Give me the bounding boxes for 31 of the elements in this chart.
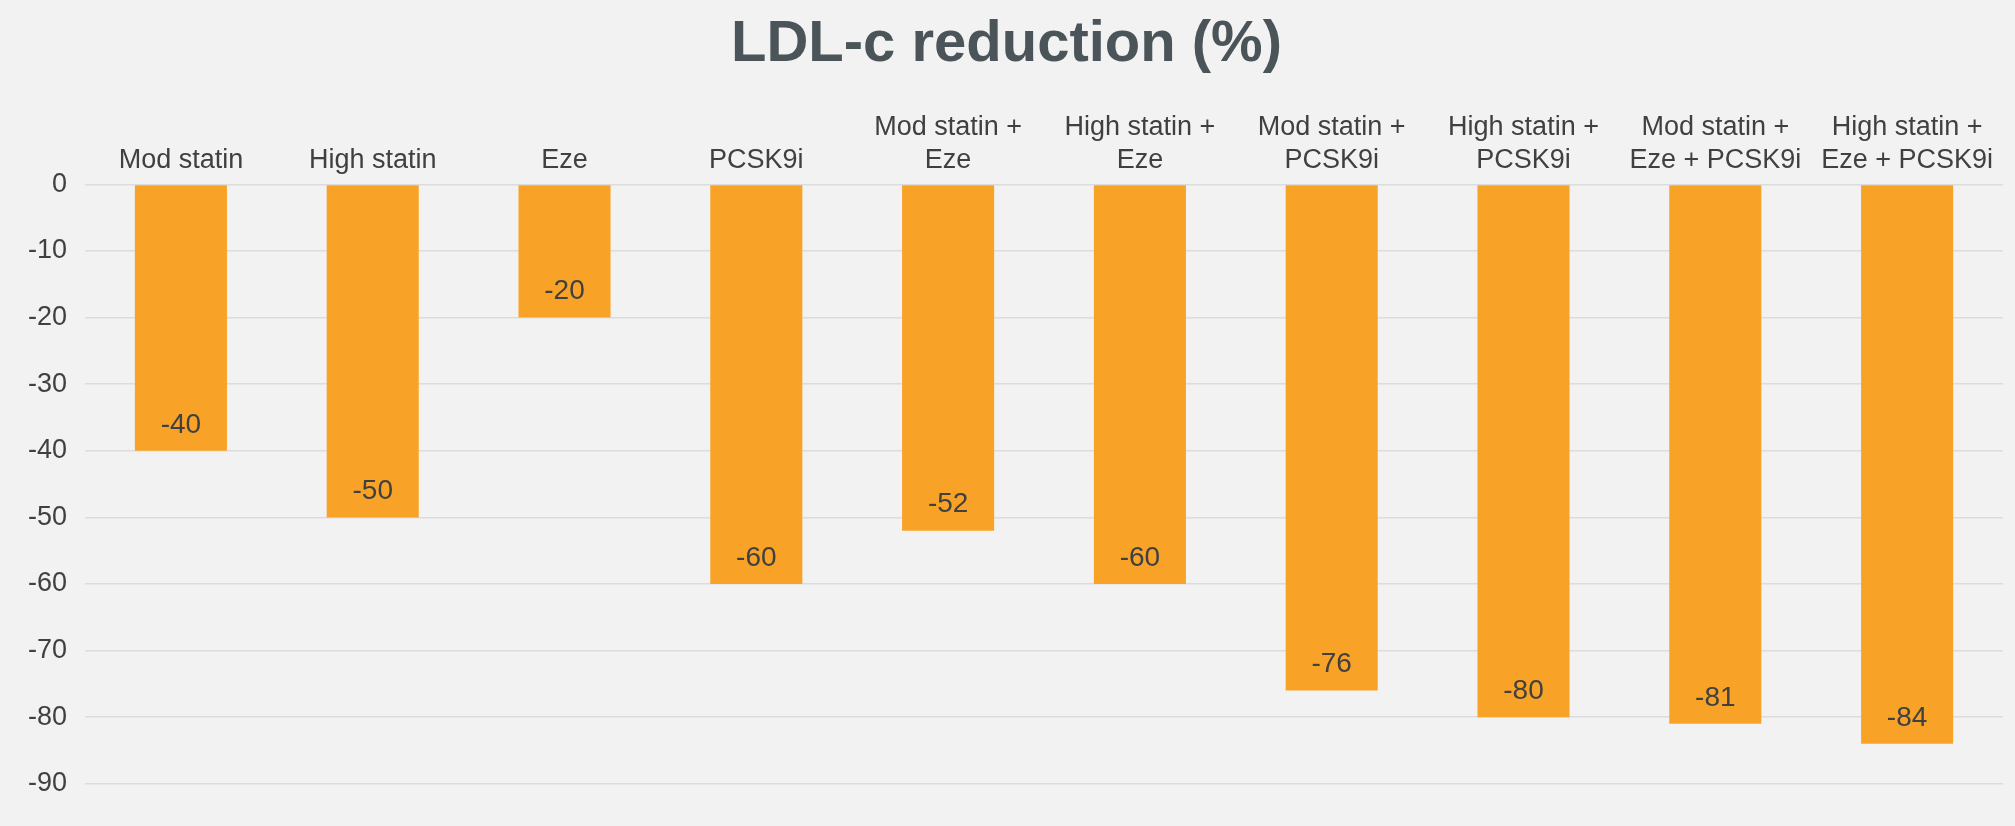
chart-title: LDL-c reduction (%) [731, 7, 1282, 73]
y-tick-label: -30 [27, 367, 68, 398]
y-tick-label: 0 [51, 167, 68, 198]
data-label: -81 [1695, 680, 1736, 712]
data-label: -60 [736, 540, 777, 572]
x-tick-label: Mod statin + Eze + PCSK9i [1629, 111, 1802, 174]
x-tick-label: Eze [541, 143, 588, 174]
data-label: -40 [160, 407, 202, 439]
x-tick-label: Mod statin + Eze [874, 111, 1023, 174]
x-tick-label: High statin [308, 143, 437, 174]
x-tick-label: High statin + Eze [1064, 111, 1216, 174]
x-tick-label: Mod statin [118, 143, 244, 174]
y-tick-label: -40 [27, 434, 68, 465]
y-tick-label: -70 [27, 634, 68, 665]
y-tick-label: -10 [27, 234, 68, 265]
y-tick-label: -80 [27, 700, 68, 731]
data-label: -60 [1119, 540, 1161, 572]
data-label: -80 [1503, 673, 1544, 705]
data-label: -52 [927, 487, 969, 519]
y-tick-label: -50 [27, 500, 68, 531]
data-label: -76 [1311, 647, 1352, 679]
x-tick-label: PCSK9i [709, 143, 804, 174]
x-tick-label: High statin + Eze + PCSK9i [1821, 111, 1994, 174]
data-label: -84 [1886, 700, 1928, 732]
data-label: -50 [352, 474, 393, 506]
y-tick-label: -20 [27, 301, 68, 332]
y-tick-label: -60 [27, 567, 68, 598]
data-label: -20 [544, 274, 585, 306]
x-tick-label: High statin + PCSK9i [1448, 111, 1599, 174]
x-tick-label: Mod statin + PCSK9i [1257, 111, 1406, 174]
y-tick-label: -90 [27, 767, 68, 798]
